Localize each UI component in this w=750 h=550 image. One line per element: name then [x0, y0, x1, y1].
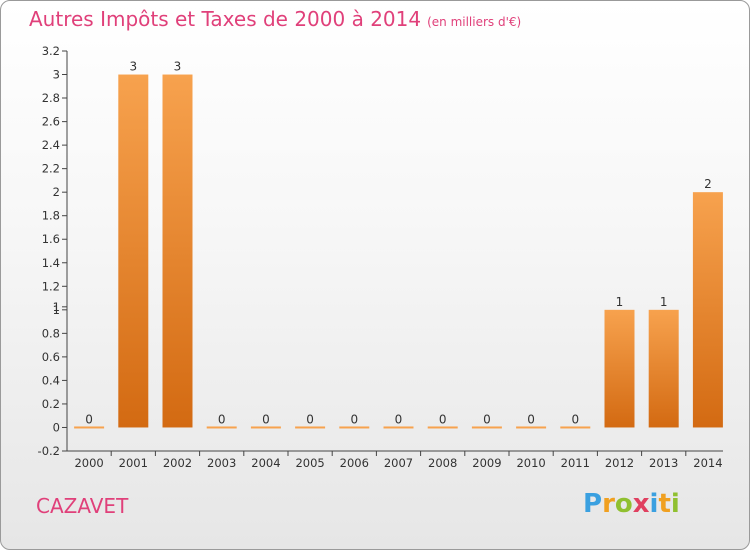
y-tick-label: 3: [53, 68, 60, 82]
x-tick-label: 2013: [649, 456, 678, 470]
logo-letter: x: [632, 489, 650, 519]
y-tick-label: 1.2: [42, 279, 60, 293]
y-tick-label: 1.8: [42, 209, 60, 223]
title-text: Autres Impôts et Taxes de 2000 à 2014: [29, 7, 422, 31]
x-tick-label: 2000: [74, 456, 103, 470]
bar: [383, 426, 414, 429]
bar: [295, 426, 326, 429]
city-name: CAZAVET: [36, 494, 129, 518]
y-tick-label: 0: [53, 420, 60, 434]
logo-letter: i: [670, 489, 680, 519]
bar: [648, 309, 679, 428]
unit-label: (en milliers d'€): [427, 15, 522, 29]
bar: [74, 426, 105, 429]
x-tick-label: 2011: [561, 456, 590, 470]
x-tick-label: 2001: [119, 456, 148, 470]
x-tick-label: 2012: [605, 456, 634, 470]
y-tick-label: 1.4: [42, 256, 60, 270]
y-tick-label: 2.4: [42, 138, 60, 152]
y-tick-label: 3.2: [42, 44, 60, 58]
y-tick-label: 2: [53, 185, 60, 199]
bar: [162, 74, 193, 428]
bar-value-label: 0: [395, 412, 403, 426]
bar-value-label: 0: [439, 412, 447, 426]
bar-value-label: 0: [350, 412, 358, 426]
proxiti-logo: Proxiti: [583, 489, 680, 519]
bar-value-label: 0: [85, 412, 93, 426]
bar: [471, 426, 502, 429]
y-tick-label: 1: [53, 303, 60, 317]
y-tick-label: 2.8: [42, 91, 60, 105]
bar-value-label: 3: [129, 60, 137, 74]
y-tick-label: 0.6: [42, 350, 60, 364]
bar-value-label: 0: [483, 412, 491, 426]
logo-letter: t: [658, 489, 671, 519]
x-tick-label: 2010: [516, 456, 545, 470]
y-tick-label: 1: [53, 300, 60, 314]
y-tick-label: 0.2: [42, 397, 60, 411]
y-tick-label: 1.6: [42, 232, 60, 246]
y-tick-label: -0.2: [38, 444, 60, 458]
bar-value-label: 1: [616, 295, 624, 309]
bar: [692, 192, 723, 428]
logo-letter: r: [602, 489, 615, 519]
x-tick-label: 2006: [340, 456, 369, 470]
bar: [118, 74, 149, 428]
x-tick-label: 2002: [163, 456, 192, 470]
bar-value-label: 0: [571, 412, 579, 426]
y-tick-label: 2.6: [42, 115, 60, 129]
bar-value-label: 1: [660, 295, 668, 309]
bar-value-label: 2: [704, 177, 712, 191]
bar: [560, 426, 591, 429]
bar-value-label: 0: [527, 412, 535, 426]
y-tick-label: 0.8: [42, 326, 60, 340]
bar: [516, 426, 547, 429]
x-tick-label: 2004: [251, 456, 280, 470]
bar-value-label: 0: [218, 412, 226, 426]
bar-value-label: 0: [306, 412, 314, 426]
x-tick-label: 2014: [693, 456, 722, 470]
bar: [427, 426, 458, 429]
chart-title: Autres Impôts et Taxes de 2000 à 2014 (en…: [29, 7, 521, 31]
x-tick-label: 2003: [207, 456, 236, 470]
bar-value-label: 3: [174, 60, 182, 74]
logo-letter: i: [649, 489, 659, 519]
x-tick-label: 2005: [295, 456, 324, 470]
y-tick-label: 0.4: [42, 373, 60, 387]
bar: [339, 426, 370, 429]
bar-value-label: 0: [262, 412, 270, 426]
bar: [604, 309, 635, 428]
logo-letter: P: [583, 489, 603, 519]
bar: [250, 426, 281, 429]
y-tick-label: 2.2: [42, 162, 60, 176]
x-tick-label: 2008: [428, 456, 457, 470]
bar: [206, 426, 237, 429]
x-tick-label: 2009: [472, 456, 501, 470]
logo-letter: o: [614, 489, 633, 519]
x-tick-label: 2007: [384, 456, 413, 470]
